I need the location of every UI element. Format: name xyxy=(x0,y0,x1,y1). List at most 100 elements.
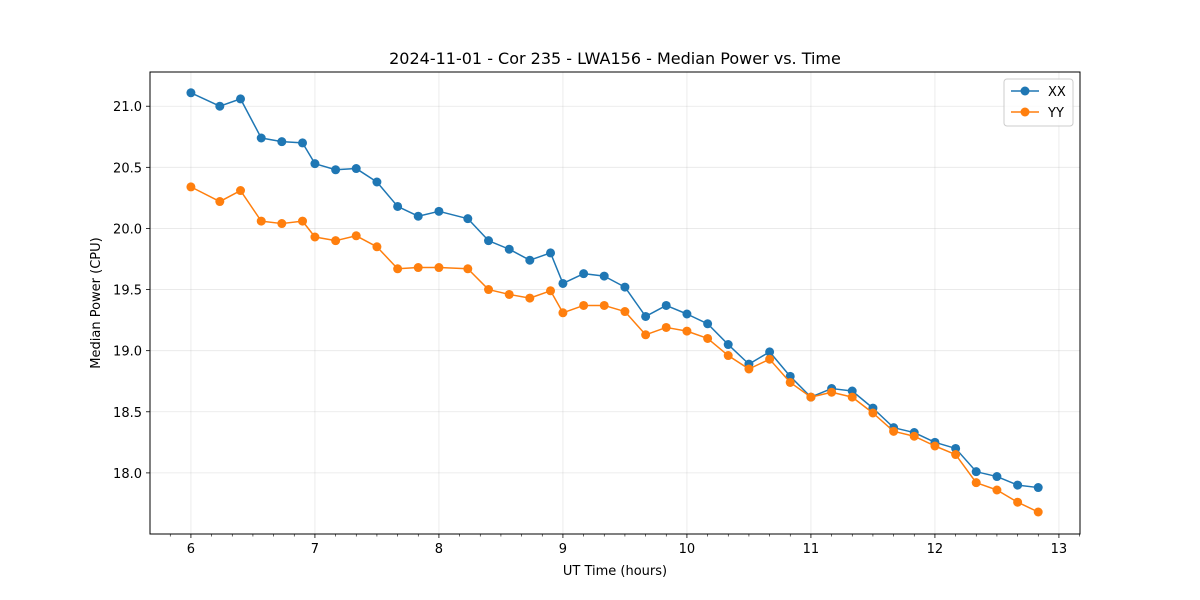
legend-label-xx: XX xyxy=(1048,85,1066,100)
data-point-yy xyxy=(847,392,857,402)
data-point-yy xyxy=(661,322,671,332)
data-point-yy xyxy=(546,286,556,296)
data-point-xx xyxy=(525,255,535,265)
data-point-yy xyxy=(463,264,473,274)
data-point-yy xyxy=(277,219,287,229)
x-tick-label: 10 xyxy=(679,542,696,557)
data-point-xx xyxy=(413,211,423,221)
x-tick-label: 6 xyxy=(187,542,195,557)
data-point-xx xyxy=(703,319,713,329)
data-point-xx xyxy=(641,311,651,321)
data-point-yy xyxy=(599,300,609,310)
data-point-xx xyxy=(599,271,609,281)
y-tick-label: 18.0 xyxy=(113,467,142,482)
data-point-xx xyxy=(484,236,494,246)
x-tick-label: 9 xyxy=(559,542,567,557)
data-point-yy xyxy=(310,232,320,242)
chart-title: 2024-11-01 - Cor 235 - LWA156 - Median P… xyxy=(389,49,841,68)
data-point-xx xyxy=(372,177,382,187)
grid-layer xyxy=(150,72,1080,534)
data-point-yy xyxy=(256,216,266,226)
data-point-xx xyxy=(682,309,692,319)
data-point-xx xyxy=(236,94,246,104)
data-point-yy xyxy=(971,478,981,488)
data-point-yy xyxy=(765,354,775,364)
data-point-xx xyxy=(579,269,589,279)
data-point-yy xyxy=(930,441,940,451)
data-point-yy xyxy=(393,264,403,274)
data-point-yy xyxy=(413,263,423,273)
data-point-xx xyxy=(331,165,341,175)
data-point-yy xyxy=(331,236,341,246)
data-point-xx xyxy=(620,282,630,292)
data-point-xx xyxy=(723,340,733,350)
data-point-yy xyxy=(558,308,568,318)
data-point-xx xyxy=(256,133,266,143)
y-tick-label: 19.0 xyxy=(113,345,142,360)
data-point-xx xyxy=(661,300,671,310)
series-layer xyxy=(186,88,1043,517)
data-point-yy xyxy=(484,285,494,295)
x-tick-label: 11 xyxy=(803,542,820,557)
data-point-xx xyxy=(992,472,1002,482)
data-point-yy xyxy=(827,387,837,397)
x-tick-label: 8 xyxy=(435,542,443,557)
data-point-yy xyxy=(372,242,382,252)
data-point-yy xyxy=(236,186,246,196)
legend-label-yy: YY xyxy=(1047,106,1064,121)
data-point-yy xyxy=(641,330,651,340)
data-point-xx xyxy=(558,278,568,288)
data-point-xx xyxy=(186,88,196,98)
data-point-xx xyxy=(393,201,403,211)
data-point-xx xyxy=(971,467,981,477)
data-point-yy xyxy=(298,216,308,226)
data-point-xx xyxy=(351,164,361,174)
data-point-xx xyxy=(277,137,287,147)
legend: XX YY xyxy=(1003,78,1074,127)
y-tick-label: 21.0 xyxy=(113,100,142,115)
data-point-yy xyxy=(579,300,589,310)
y-axis-label: Median Power (CPU) xyxy=(89,237,104,368)
y-tick-label: 20.0 xyxy=(113,222,142,237)
data-point-yy xyxy=(992,485,1002,495)
x-tick-label: 13 xyxy=(1051,542,1068,557)
data-point-xx xyxy=(1033,483,1043,493)
data-point-yy xyxy=(186,182,196,192)
plot-frame xyxy=(149,71,1081,535)
data-point-yy xyxy=(1033,507,1043,517)
data-point-xx xyxy=(765,347,775,357)
data-point-yy xyxy=(1013,497,1023,507)
data-point-yy xyxy=(504,289,514,299)
data-point-yy xyxy=(682,326,692,336)
data-point-yy xyxy=(434,263,444,273)
data-point-yy xyxy=(951,450,961,460)
data-point-yy xyxy=(806,392,816,402)
data-point-xx xyxy=(215,101,225,111)
data-point-xx xyxy=(546,248,556,258)
legend-marker-yy xyxy=(1020,107,1030,117)
data-point-xx xyxy=(463,214,473,224)
data-point-yy xyxy=(785,377,795,387)
data-point-yy xyxy=(723,351,733,361)
y-tick-label: 20.5 xyxy=(113,161,142,176)
data-point-yy xyxy=(889,426,899,436)
data-point-xx xyxy=(310,159,320,169)
data-point-yy xyxy=(351,231,361,241)
data-point-yy xyxy=(703,333,713,343)
legend-marker-xx xyxy=(1020,86,1030,96)
x-tick-label: 7 xyxy=(311,542,319,557)
x-axis-label: UT Time (hours) xyxy=(563,564,667,579)
data-point-yy xyxy=(909,431,919,441)
data-point-xx xyxy=(1013,480,1023,490)
data-point-yy xyxy=(868,408,878,418)
data-point-xx xyxy=(298,138,308,148)
data-point-xx xyxy=(434,206,444,216)
data-point-yy xyxy=(620,307,630,317)
x-tick-label: 12 xyxy=(927,542,944,557)
data-point-yy xyxy=(525,293,535,303)
y-tick-label: 18.5 xyxy=(113,406,142,421)
axis-layer: 6 7 8 9 10 11 12 13 18.0 18.5 19.0 19.5 20.0 20.5 21.0 xyxy=(113,100,1080,557)
data-point-yy xyxy=(744,364,754,374)
